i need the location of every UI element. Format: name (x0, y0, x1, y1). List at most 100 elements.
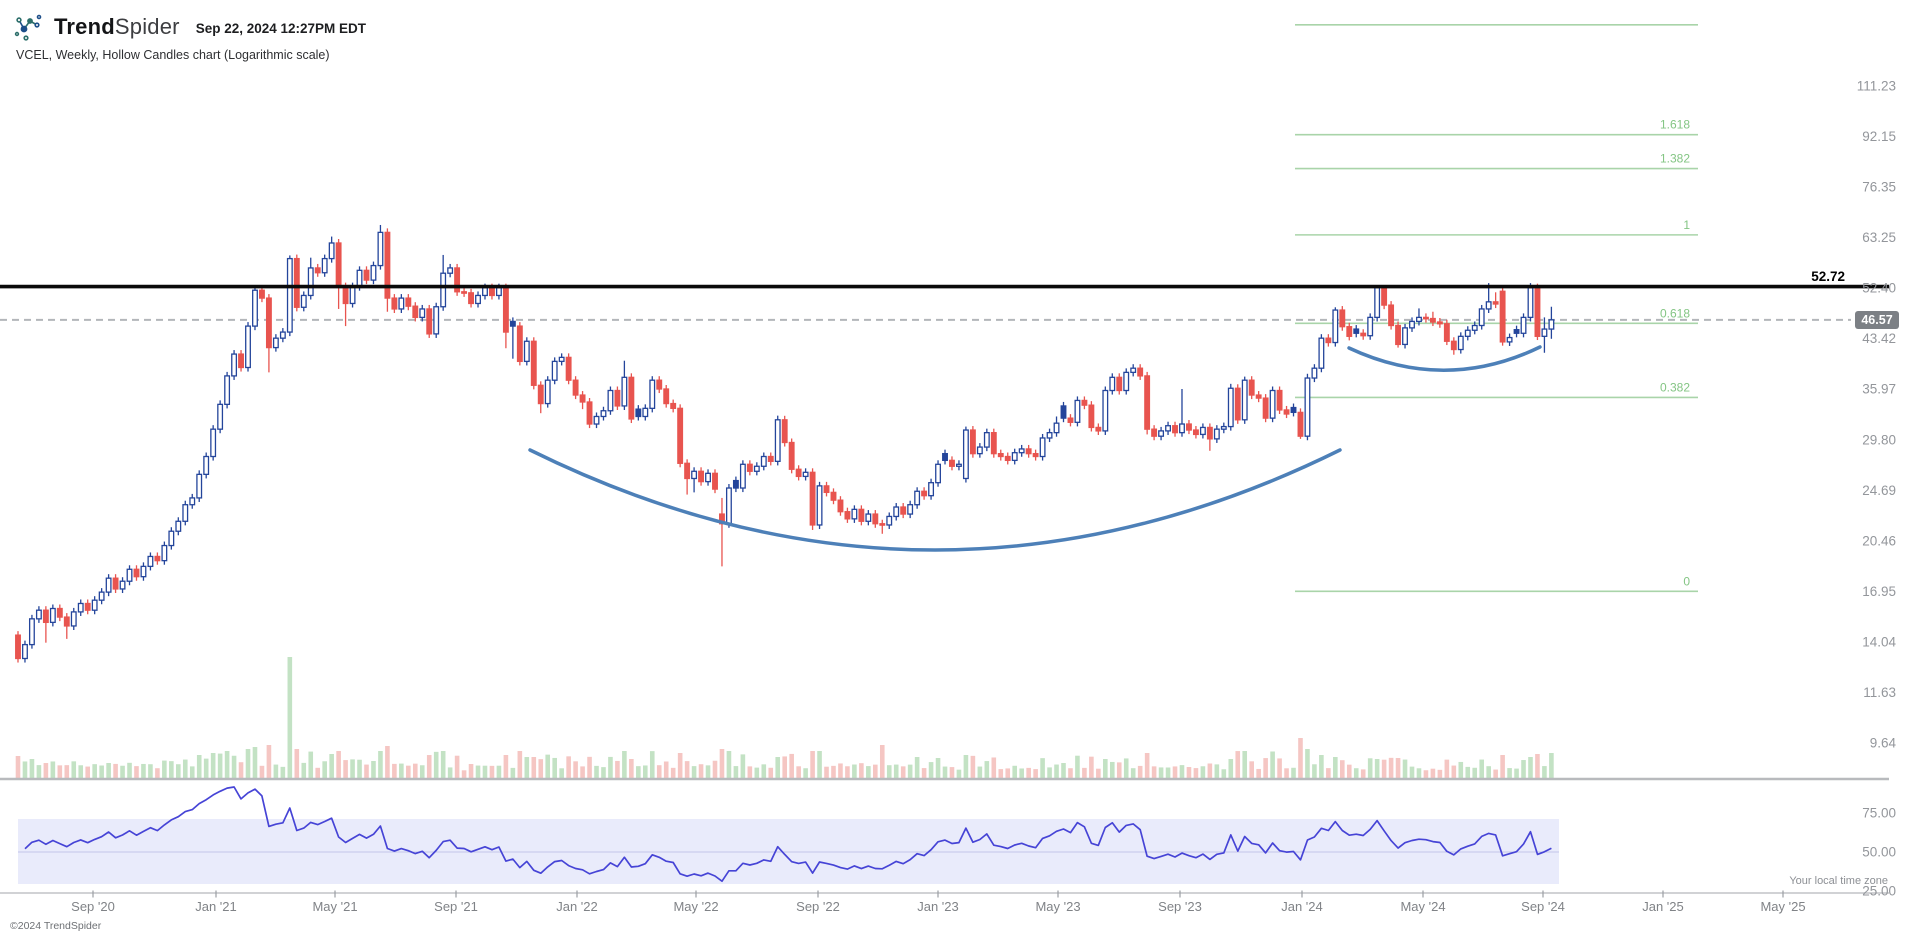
candle[interactable] (328, 236, 335, 263)
candle[interactable] (210, 425, 217, 461)
candle[interactable] (454, 263, 461, 296)
candle[interactable] (858, 505, 865, 526)
candle[interactable] (900, 503, 907, 519)
candle[interactable] (1422, 313, 1429, 323)
candle[interactable] (252, 286, 258, 331)
candle[interactable] (677, 404, 684, 468)
candle[interactable] (1199, 423, 1206, 439)
candle[interactable] (84, 599, 91, 615)
time-axis-label[interactable]: May '21 (312, 899, 357, 914)
candle[interactable] (91, 596, 98, 615)
candle[interactable] (990, 428, 997, 458)
candle[interactable] (468, 288, 474, 308)
candle[interactable] (56, 604, 63, 622)
price-axis-label[interactable]: 11.63 (1863, 685, 1896, 700)
price-axis-label[interactable]: 14.04 (1862, 634, 1896, 649)
price-axis-label[interactable]: 16.95 (1862, 584, 1896, 599)
time-axis-label[interactable]: Sep '24 (1521, 899, 1565, 914)
timezone-note[interactable]: Your local time zone (1789, 875, 1888, 887)
candle[interactable] (272, 334, 279, 352)
price-axis-label[interactable]: 76.35 (1862, 180, 1896, 195)
candle[interactable] (175, 517, 182, 536)
candle[interactable] (565, 353, 572, 385)
candle[interactable] (412, 302, 419, 322)
candle[interactable] (231, 350, 238, 380)
last-price-badge[interactable]: 46.57 (1855, 311, 1899, 329)
candle[interactable] (516, 322, 523, 366)
price-axis-label[interactable]: 29.80 (1862, 432, 1896, 447)
rsi-axis-label[interactable]: 75.00 (1862, 806, 1896, 821)
candle[interactable] (1130, 364, 1137, 377)
price-axis-label[interactable]: 43.42 (1862, 331, 1896, 346)
time-axis-label[interactable]: Jan '22 (556, 899, 598, 914)
candle[interactable] (523, 337, 530, 366)
candle[interactable] (1492, 292, 1499, 309)
candle[interactable] (119, 577, 126, 594)
candle[interactable] (935, 460, 941, 487)
candle[interactable] (1367, 313, 1374, 340)
candle[interactable] (802, 468, 809, 481)
candle[interactable] (1527, 283, 1534, 322)
price-axis-label[interactable]: 111.23 (1857, 79, 1896, 94)
candle[interactable] (133, 565, 140, 581)
candle[interactable] (949, 456, 955, 471)
candle[interactable] (537, 381, 544, 414)
candle[interactable] (823, 481, 830, 497)
candle[interactable] (1039, 433, 1046, 461)
candle[interactable] (1018, 444, 1025, 457)
candle[interactable] (147, 552, 154, 571)
candle[interactable] (1506, 333, 1513, 346)
candle[interactable] (1067, 414, 1074, 427)
candle[interactable] (419, 304, 426, 322)
candle[interactable] (1053, 416, 1060, 437)
candle[interactable] (370, 261, 377, 285)
candle[interactable] (753, 462, 760, 476)
candle[interactable] (830, 488, 837, 505)
candle[interactable] (1311, 364, 1318, 383)
candle[interactable] (1241, 376, 1248, 424)
candle[interactable] (105, 574, 112, 597)
candle[interactable] (1436, 317, 1443, 328)
candle[interactable] (712, 469, 718, 494)
candle[interactable] (1318, 334, 1325, 373)
candle[interactable] (976, 443, 983, 458)
candle[interactable] (377, 224, 384, 270)
volume-pane[interactable] (15, 657, 1554, 779)
candle[interactable] (684, 459, 691, 495)
candle[interactable] (314, 263, 321, 277)
candle[interactable] (914, 487, 921, 509)
candle[interactable] (22, 640, 28, 663)
candle[interactable] (725, 484, 732, 528)
candle[interactable] (1541, 317, 1548, 353)
candle[interactable] (1499, 287, 1506, 346)
candle[interactable] (1081, 396, 1088, 410)
candle[interactable] (1255, 391, 1262, 403)
candle[interactable] (1109, 373, 1116, 395)
candle[interactable] (502, 283, 509, 349)
candle[interactable] (245, 322, 251, 372)
candle[interactable] (1388, 301, 1395, 330)
candle[interactable] (816, 481, 823, 530)
candle[interactable] (182, 500, 189, 526)
candle[interactable] (1269, 386, 1276, 423)
candle[interactable] (558, 353, 565, 366)
candle[interactable] (363, 266, 370, 285)
candle[interactable] (865, 510, 872, 526)
candle[interactable] (739, 460, 746, 493)
candle[interactable] (1283, 405, 1290, 419)
candle[interactable] (600, 406, 607, 421)
candle[interactable] (795, 465, 802, 481)
time-axis-label[interactable]: Sep '23 (1158, 899, 1202, 914)
candle[interactable] (656, 376, 663, 394)
candle[interactable] (1520, 313, 1527, 338)
candle[interactable] (461, 287, 468, 297)
candle[interactable] (1374, 285, 1381, 322)
candle[interactable] (872, 510, 879, 528)
candle[interactable] (189, 493, 196, 509)
candle[interactable] (844, 507, 851, 523)
candle[interactable] (1011, 448, 1018, 465)
candle[interactable] (391, 294, 398, 314)
time-axis-label[interactable]: Jan '21 (195, 899, 237, 914)
candle[interactable] (746, 460, 753, 476)
